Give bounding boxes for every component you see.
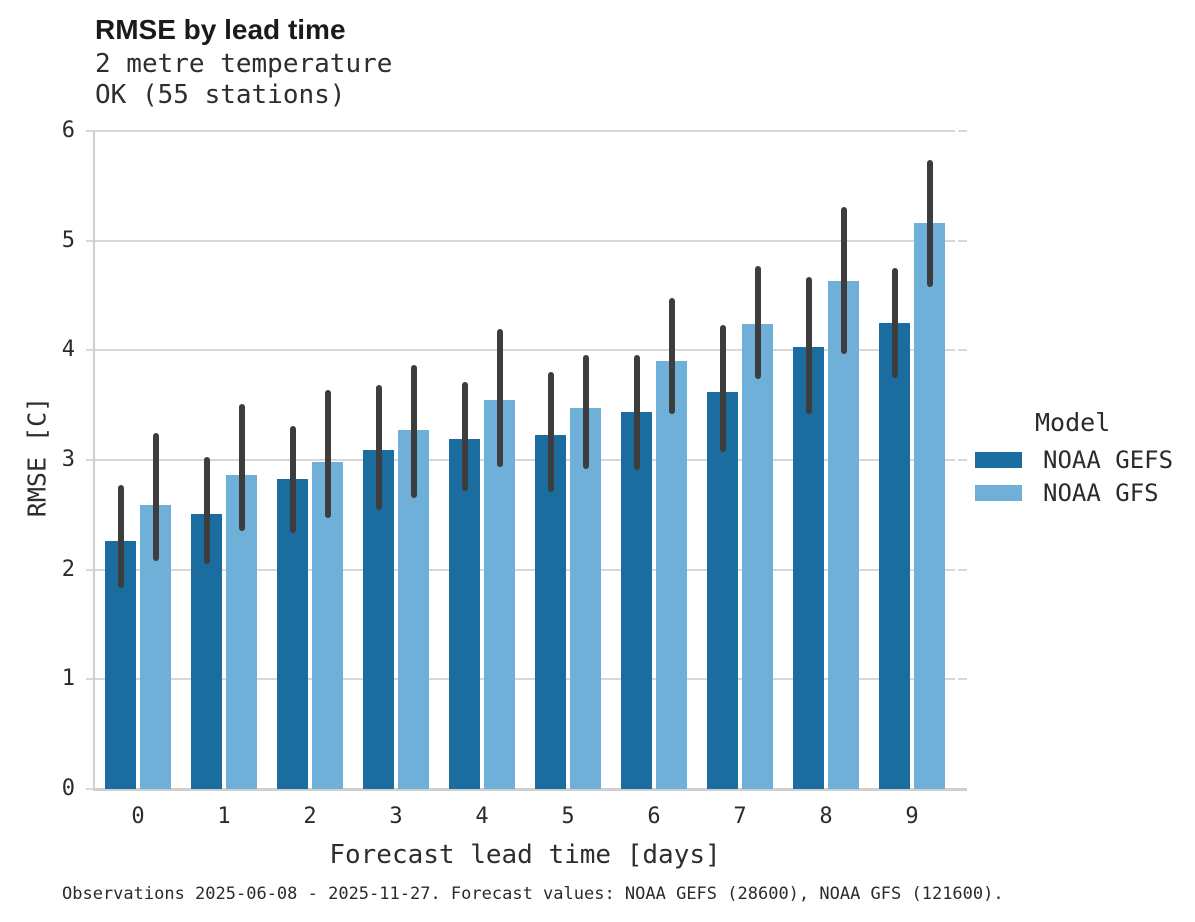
gridline-5	[95, 239, 955, 242]
y-tick-right-6	[958, 130, 967, 132]
error-bar-noaa-gfs-lead-0	[152, 432, 159, 561]
y-tick-left-6	[86, 130, 95, 132]
plot-area: 0 1 2 3 4 5 6 0 1 2 3 4 5 6 7 8 9	[62, 118, 967, 829]
y-tick-label-1: 1	[61, 666, 75, 692]
x-tick-label-5: 5	[561, 804, 575, 829]
y-tick-left-5	[86, 239, 95, 242]
y-tick-label-4: 4	[61, 337, 75, 363]
gridline-3	[95, 459, 955, 461]
y-tick-right-5	[958, 239, 967, 242]
legend-label-noaa-gefs: NOAA GEFS	[1043, 446, 1174, 474]
bar-noaa-gfs-lead-5	[570, 408, 601, 789]
chart-subtitle-line1: 2 metre temperature	[95, 49, 393, 79]
error-bar-noaa-gfs-lead-7	[754, 265, 761, 379]
chart-title: RMSE by lead time	[95, 14, 346, 45]
x-tick-label-0: 0	[131, 804, 145, 829]
y-tick-label-2: 2	[61, 556, 75, 582]
error-bar-noaa-gfs-lead-5	[582, 354, 589, 469]
gridline-4	[95, 349, 955, 352]
chart-subtitle-line2: OK (55 stations)	[95, 80, 346, 110]
bar-noaa-gefs-lead-7	[707, 392, 738, 789]
bar-noaa-gefs-lead-5	[535, 434, 566, 789]
y-tick-label-0: 0	[61, 776, 75, 801]
gridline-1	[95, 678, 955, 681]
error-bar-noaa-gefs-lead-4	[461, 382, 468, 491]
error-bar-noaa-gefs-lead-5	[547, 372, 554, 492]
y-tick-left-1	[86, 678, 95, 681]
error-bar-noaa-gefs-lead-9	[891, 268, 898, 378]
error-bar-noaa-gefs-lead-6	[633, 354, 640, 470]
legend-swatch-noaa-gfs	[975, 485, 1022, 501]
error-bar-noaa-gfs-lead-2	[324, 389, 331, 519]
legend-label-noaa-gfs: NOAA GFS	[1043, 479, 1159, 507]
error-bar-noaa-gefs-lead-7	[719, 325, 726, 453]
bar-noaa-gefs-lead-4	[449, 439, 480, 789]
y-tick-right-2	[958, 568, 967, 571]
error-bar-noaa-gfs-lead-3	[410, 364, 417, 499]
y-tick-right-3	[958, 459, 967, 461]
legend-item-noaa-gfs: NOAA GFS	[975, 480, 1159, 506]
bar-noaa-gefs-lead-8	[793, 347, 824, 789]
y-tick-left-4	[86, 349, 95, 352]
y-axis-spine	[93, 131, 95, 789]
y-tick-left-0	[86, 788, 95, 790]
error-bar-noaa-gefs-lead-8	[805, 276, 812, 414]
error-bar-noaa-gefs-lead-1	[203, 456, 210, 565]
x-axis-line	[93, 788, 967, 791]
error-bar-noaa-gfs-lead-1	[238, 404, 245, 532]
error-bar-noaa-gfs-lead-9	[926, 159, 933, 287]
x-tick-label-2: 2	[303, 804, 317, 829]
bar-noaa-gfs-lead-9	[914, 223, 945, 789]
x-tick-label-4: 4	[475, 804, 489, 829]
y-tick-label-5: 5	[61, 227, 75, 253]
y-tick-label-6: 6	[61, 118, 75, 143]
error-bar-noaa-gefs-lead-0	[117, 485, 124, 589]
x-tick-label-3: 3	[389, 804, 403, 829]
bar-noaa-gefs-lead-6	[621, 411, 652, 789]
y-tick-left-3	[86, 459, 95, 461]
bar-noaa-gfs-lead-6	[656, 361, 687, 789]
x-tick-label-9: 9	[905, 804, 919, 829]
error-bar-noaa-gfs-lead-6	[668, 297, 675, 414]
chart-caption: Observations 2025-06-08 - 2025-11-27. Fo…	[62, 884, 1004, 904]
error-bar-noaa-gfs-lead-4	[496, 329, 503, 467]
y-tick-left-2	[86, 568, 95, 571]
x-tick-label-1: 1	[217, 804, 231, 829]
bar-noaa-gfs-lead-8	[828, 281, 859, 789]
x-tick-label-6: 6	[647, 804, 661, 829]
x-tick-label-7: 7	[733, 804, 747, 829]
error-bar-noaa-gfs-lead-8	[840, 206, 847, 354]
legend-item-noaa-gefs: NOAA GEFS	[975, 447, 1173, 473]
y-tick-label-3: 3	[61, 447, 75, 472]
gridline-2	[95, 568, 955, 571]
x-tick-label-8: 8	[819, 804, 833, 829]
y-tick-right-4	[958, 349, 967, 352]
bar-noaa-gfs-lead-7	[742, 324, 773, 789]
error-bar-noaa-gefs-lead-3	[375, 385, 382, 511]
y-tick-right-1	[958, 678, 967, 681]
legend-title: Model	[1035, 408, 1111, 437]
gridline-6	[95, 130, 955, 132]
error-bar-noaa-gefs-lead-2	[289, 426, 296, 534]
legend-swatch-noaa-gefs	[975, 452, 1022, 468]
x-axis-label: Forecast lead time [days]	[329, 840, 721, 870]
bar-noaa-gefs-lead-9	[879, 322, 910, 789]
